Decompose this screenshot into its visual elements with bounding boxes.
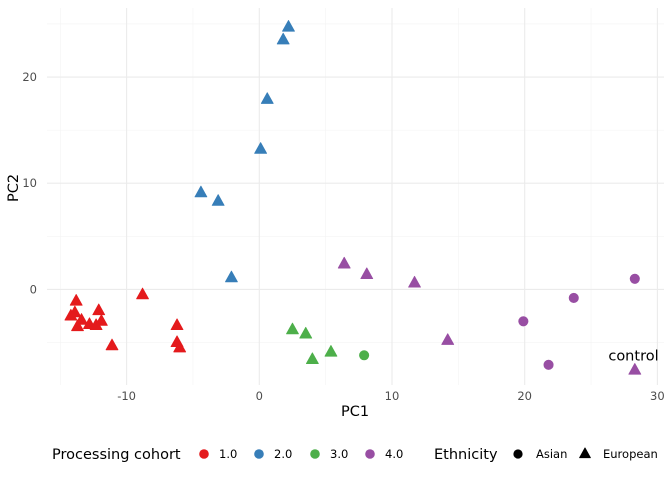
legend-label-cohort: 1.0 bbox=[219, 447, 237, 461]
data-point bbox=[629, 273, 640, 284]
data-point bbox=[136, 287, 149, 300]
data-point bbox=[441, 333, 455, 345]
legend-title-ethnicity: Ethnicity bbox=[434, 447, 498, 463]
x-tick-label: 0 bbox=[256, 389, 263, 403]
y-tick-label: 10 bbox=[22, 176, 37, 190]
data-point bbox=[173, 340, 187, 353]
data-point bbox=[286, 322, 299, 335]
legend-key-ethnicity bbox=[513, 449, 523, 459]
data-point bbox=[359, 350, 370, 361]
data-point bbox=[568, 292, 579, 303]
point-annotation: control bbox=[608, 349, 658, 365]
legend-key-cohort bbox=[254, 449, 264, 459]
legend: Processing cohort 1.0 2.0 3.0 4.0 Ethnicity… bbox=[52, 447, 658, 463]
x-tick-labels: -10 0 10 20 30 bbox=[117, 389, 664, 403]
data-point bbox=[69, 294, 83, 306]
data-point bbox=[71, 319, 84, 332]
data-point bbox=[225, 270, 238, 283]
legend-key-cohort bbox=[365, 449, 375, 459]
data-point bbox=[408, 275, 421, 288]
legend-label-cohort: 2.0 bbox=[274, 447, 292, 461]
legend-key-cohort bbox=[199, 449, 209, 459]
y-tick-label: 0 bbox=[30, 282, 37, 296]
data-point bbox=[260, 92, 274, 104]
data-point bbox=[282, 20, 295, 32]
data-point bbox=[211, 194, 225, 206]
data-point bbox=[68, 305, 82, 318]
data-points bbox=[64, 20, 642, 375]
x-tick-label: 30 bbox=[650, 389, 665, 403]
legend-label-cohort: 3.0 bbox=[330, 447, 348, 461]
data-point bbox=[254, 142, 268, 154]
legend-label-ethnicity: European bbox=[603, 447, 658, 461]
data-point bbox=[543, 359, 554, 370]
annotations: control bbox=[608, 349, 658, 365]
legend-key-ethnicity bbox=[579, 447, 591, 459]
data-point bbox=[92, 303, 106, 316]
data-point bbox=[170, 318, 184, 331]
legend-ethnicity-items: Asian European bbox=[513, 447, 658, 461]
data-point bbox=[105, 338, 119, 351]
data-point bbox=[299, 326, 313, 339]
y-axis-title: PC2 bbox=[6, 174, 22, 202]
data-point bbox=[194, 185, 208, 198]
x-axis-title: PC1 bbox=[341, 404, 369, 420]
data-point bbox=[276, 32, 290, 45]
data-point bbox=[324, 344, 338, 357]
y-tick-label: 20 bbox=[22, 70, 37, 84]
data-point bbox=[95, 314, 108, 326]
legend-label-cohort: 4.0 bbox=[385, 447, 403, 461]
data-point bbox=[305, 352, 319, 365]
data-point bbox=[518, 316, 529, 327]
data-point bbox=[75, 313, 88, 325]
x-tick-label: 20 bbox=[517, 389, 532, 403]
legend-title-cohort: Processing cohort bbox=[52, 447, 181, 463]
legend-cohort-items: 1.0 2.0 3.0 4.0 bbox=[199, 447, 403, 461]
legend-label-ethnicity: Asian bbox=[536, 447, 567, 461]
data-point bbox=[360, 267, 374, 280]
data-point bbox=[628, 363, 642, 375]
y-tick-labels: 0 10 20 bbox=[22, 70, 37, 296]
legend-key-cohort bbox=[310, 449, 320, 459]
x-tick-label: -10 bbox=[117, 389, 136, 403]
x-tick-label: 10 bbox=[385, 389, 400, 403]
gridlines bbox=[47, 8, 664, 385]
data-point bbox=[337, 256, 351, 269]
